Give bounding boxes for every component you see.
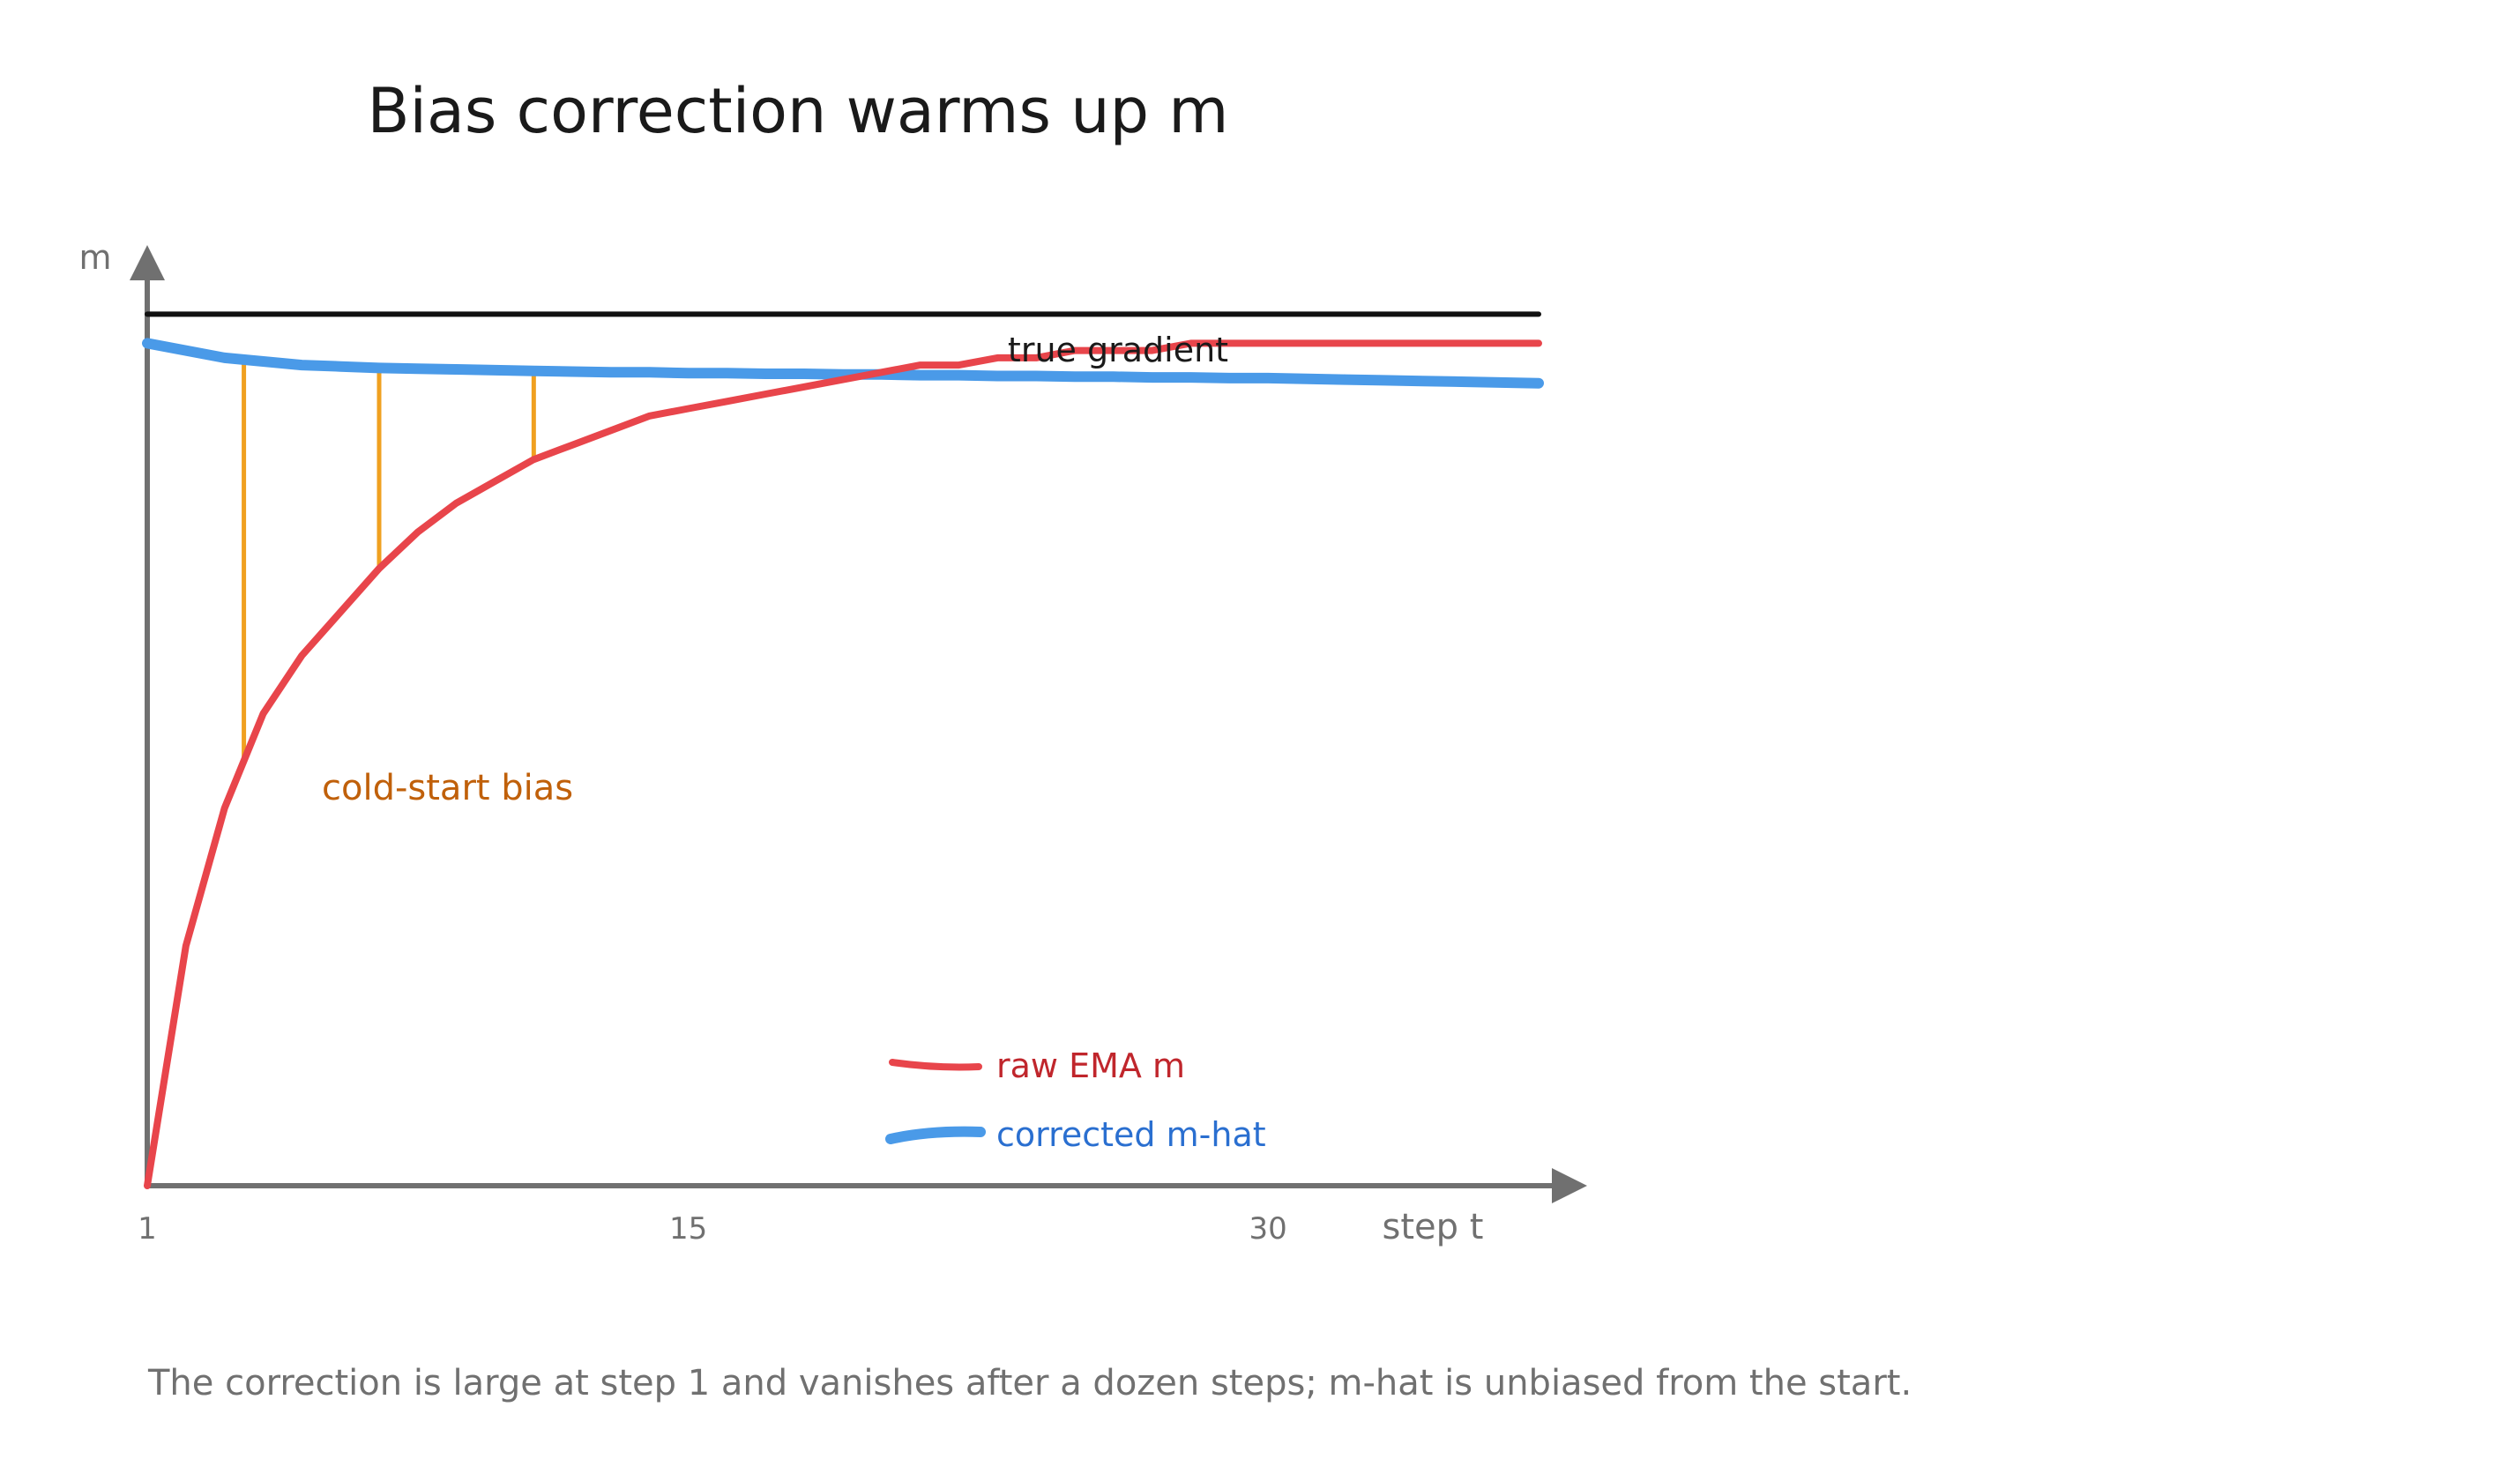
x-tick-label: 30	[1249, 1211, 1287, 1247]
legend-label-corrected: corrected m-hat	[996, 1115, 1266, 1154]
x-tick-label: 15	[669, 1211, 707, 1247]
chart-title: Bias correction warms up m	[368, 75, 1229, 147]
legend-swatch-raw-ema	[889, 1059, 982, 1071]
caption: The correction is large at step 1 and va…	[147, 1363, 1912, 1403]
legend-swatch-corrected	[885, 1126, 986, 1144]
bias-brackets	[242, 357, 536, 763]
true-gradient-label: true gradient	[1008, 331, 1228, 369]
series-layer	[142, 311, 1544, 1189]
cold-start-bias-label: cold-start bias	[322, 768, 573, 808]
x-tick-label: 1	[138, 1211, 157, 1247]
series-line-raw-ema-m	[144, 339, 1542, 1189]
axes: m step t	[78, 238, 1587, 1247]
series-line-corrected-m-hat	[142, 338, 1544, 389]
y-axis-arrow	[130, 245, 165, 280]
x-axis-arrow	[1552, 1168, 1587, 1203]
legend: raw EMA m corrected m-hat	[885, 1046, 1266, 1154]
x-axis-label: step t	[1383, 1207, 1484, 1247]
y-axis-label: m	[78, 238, 111, 277]
legend-label-raw-ema: raw EMA m	[996, 1046, 1185, 1085]
x-ticks: 1 15 30	[138, 1211, 1287, 1247]
